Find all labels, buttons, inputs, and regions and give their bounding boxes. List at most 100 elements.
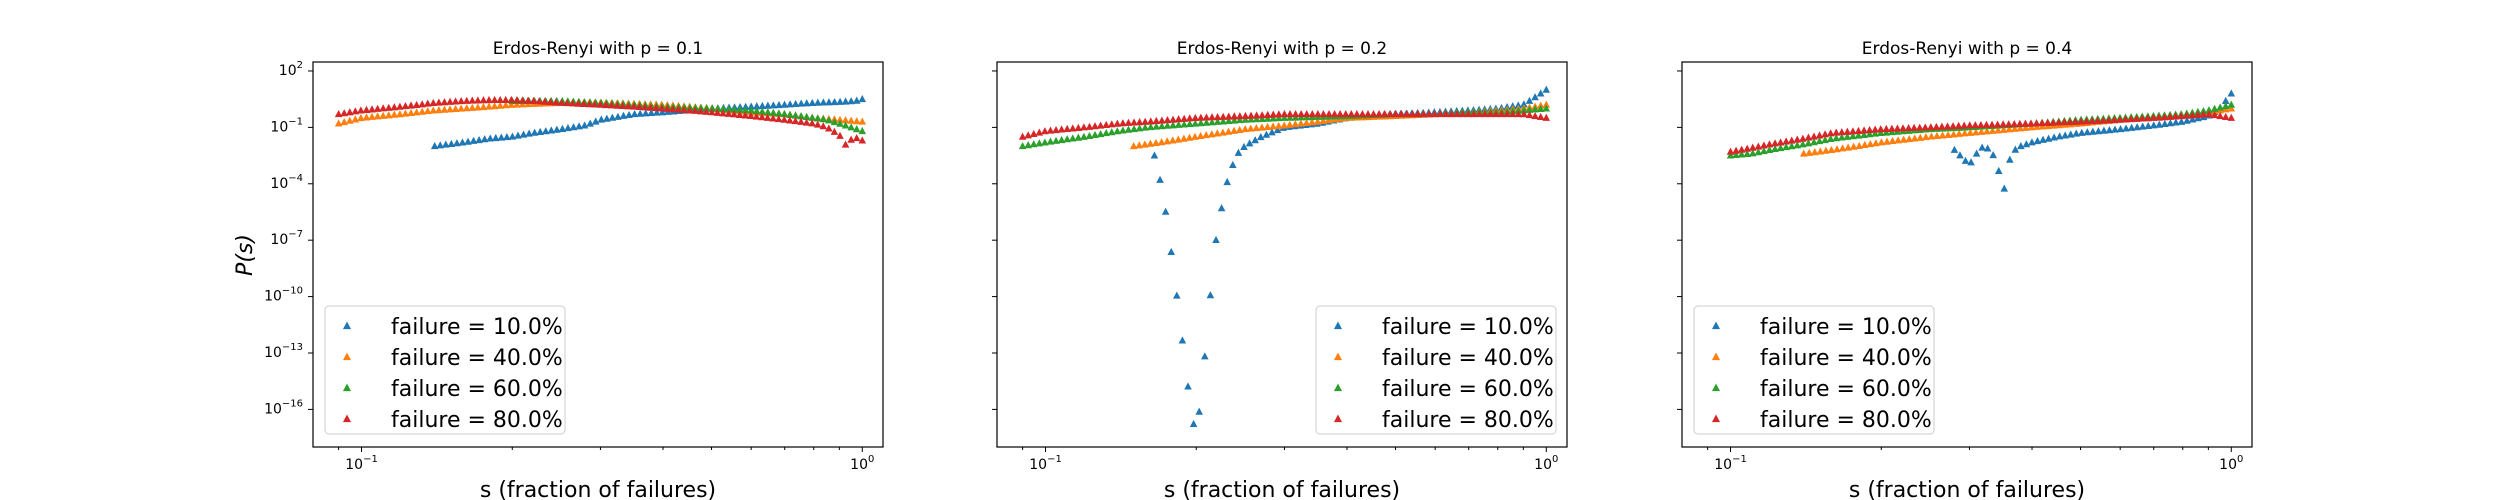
- data-point: [1269, 114, 1278, 122]
- data-point: [1184, 382, 1192, 390]
- data-point: [2227, 100, 2236, 108]
- data-point: [412, 108, 421, 116]
- data-point: [1258, 123, 1266, 131]
- data-point: [401, 102, 410, 110]
- data-point: [1074, 133, 1083, 141]
- data-point: [825, 98, 833, 106]
- data-point: [490, 102, 499, 110]
- legend-label: failure = 10.0%: [1382, 315, 1554, 340]
- x-tick-label: 10−1: [1714, 454, 1747, 473]
- data-point: [1163, 116, 1172, 124]
- data-point: [485, 102, 493, 110]
- data-point: [652, 103, 660, 112]
- data-point: [2000, 184, 2009, 192]
- data-point: [2133, 123, 2141, 131]
- data-point: [475, 135, 483, 144]
- data-point: [2032, 119, 2041, 127]
- data-point: [451, 97, 460, 105]
- chart-panel-2: Erdos-Renyi with p = 0.2 s (fraction of f…: [992, 39, 1568, 500]
- data-point: [1041, 138, 1049, 146]
- legend-marker: [342, 352, 352, 361]
- data-point: [780, 100, 789, 108]
- x-axis-label: s (fraction of failures): [1849, 478, 2085, 500]
- data-point: [2221, 101, 2230, 110]
- data-point: [1944, 130, 1952, 138]
- data-point: [546, 98, 555, 106]
- data-point: [1313, 117, 1322, 125]
- data-point: [669, 105, 677, 113]
- data-point: [830, 117, 839, 126]
- data-point: [708, 108, 716, 116]
- data-point: [1804, 133, 1813, 141]
- data-point: [1041, 127, 1049, 135]
- data-point: [535, 97, 543, 105]
- data-point: [2066, 117, 2074, 126]
- data-point: [1224, 127, 1233, 135]
- data-point: [630, 102, 638, 110]
- data-point: [1525, 105, 1534, 113]
- data-point: [2055, 132, 2064, 140]
- data-point: [769, 108, 778, 116]
- data-point: [340, 118, 348, 126]
- legend-label: failure = 60.0%: [391, 377, 563, 402]
- data-point: [1458, 110, 1467, 118]
- data-point: [1771, 144, 1779, 153]
- data-point: [597, 115, 606, 123]
- data-point: [1185, 119, 1194, 128]
- data-point: [2221, 96, 2230, 104]
- data-point: [636, 109, 644, 117]
- data-point: [1999, 125, 2008, 133]
- data-point: [1542, 104, 1551, 112]
- data-point: [1860, 126, 1868, 134]
- data-point: [1195, 407, 1203, 415]
- data-point: [1876, 125, 1885, 133]
- data-point: [1542, 100, 1551, 108]
- data-point: [1202, 131, 1210, 139]
- data-point: [1905, 134, 1913, 143]
- data-point: [1107, 120, 1116, 128]
- data-point: [607, 101, 616, 109]
- data-point: [1286, 110, 1294, 118]
- legend: failure = 10.0% failure = 40.0% failure = …: [324, 305, 566, 435]
- data-point: [802, 118, 811, 126]
- data-point: [1091, 130, 1099, 139]
- data-point: [775, 100, 783, 109]
- data-point: [1542, 85, 1551, 93]
- data-point: [758, 101, 767, 110]
- data-point: [1224, 112, 1233, 120]
- data-point: [791, 111, 800, 119]
- data-point: [1167, 247, 1176, 255]
- data-point: [1035, 128, 1044, 136]
- data-point: [814, 98, 822, 106]
- data-point: [730, 105, 739, 113]
- data-point: [741, 105, 750, 114]
- data-point: [1163, 121, 1172, 129]
- data-point: [1319, 110, 1328, 118]
- data-point: [2194, 110, 2202, 118]
- data-point: [841, 97, 850, 105]
- data-point: [2044, 134, 2053, 142]
- data-point: [1822, 146, 1830, 154]
- data-point: [334, 110, 343, 118]
- data-point: [1536, 104, 1545, 112]
- data-point: [1107, 128, 1116, 136]
- data-point: [1156, 175, 1164, 183]
- data-point: [1217, 204, 1226, 212]
- data-point: [1257, 132, 1265, 141]
- series-4: [334, 95, 867, 148]
- data-point: [2060, 118, 2069, 126]
- data-point: [357, 106, 365, 114]
- data-point: [1347, 110, 1356, 118]
- data-point: [373, 112, 382, 120]
- data-point: [674, 105, 683, 113]
- data-point: [1793, 135, 1802, 143]
- data-point: [852, 133, 861, 142]
- data-point: [579, 99, 588, 107]
- data-point: [2221, 112, 2230, 121]
- data-point: [646, 103, 655, 111]
- data-point: [2149, 121, 2158, 129]
- data-point: [2011, 145, 2020, 153]
- data-point: [2161, 119, 2169, 127]
- data-point: [685, 106, 694, 114]
- data-point: [1189, 419, 1198, 427]
